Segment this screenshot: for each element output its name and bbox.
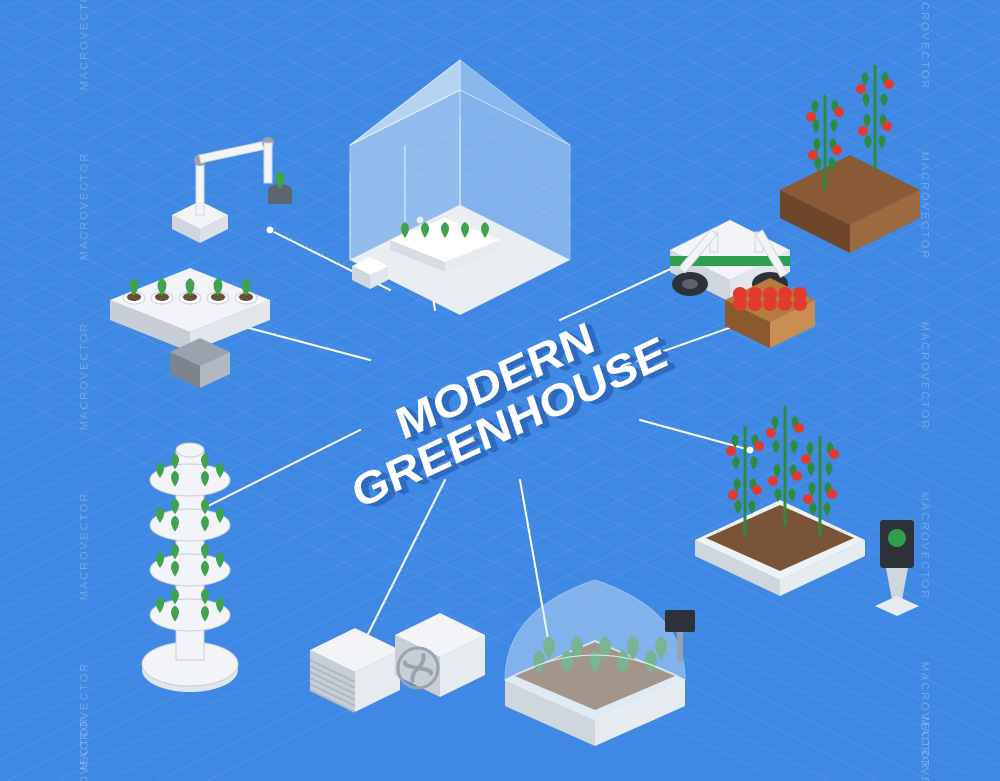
watermark: MACROVECTOR <box>78 717 90 781</box>
watermark: MACROVECTOR <box>918 492 930 601</box>
vertical-tower-icon <box>142 443 238 692</box>
infographic-root: MODERNMODERNMODERNMODERNMODERNMODERNGREE… <box>0 0 1000 781</box>
watermark: MACROVECTOR <box>918 0 930 90</box>
watermark: MACROVECTOR <box>78 152 90 261</box>
watermark: MACROVECTOR <box>78 322 90 431</box>
watermark: MACROVECTOR <box>78 492 90 601</box>
watermark: MACROVECTOR <box>918 717 930 781</box>
watermark: MACROVECTOR <box>918 322 930 431</box>
watermark: MACROVECTOR <box>918 152 930 261</box>
watermark: MACROVECTOR <box>78 0 90 90</box>
